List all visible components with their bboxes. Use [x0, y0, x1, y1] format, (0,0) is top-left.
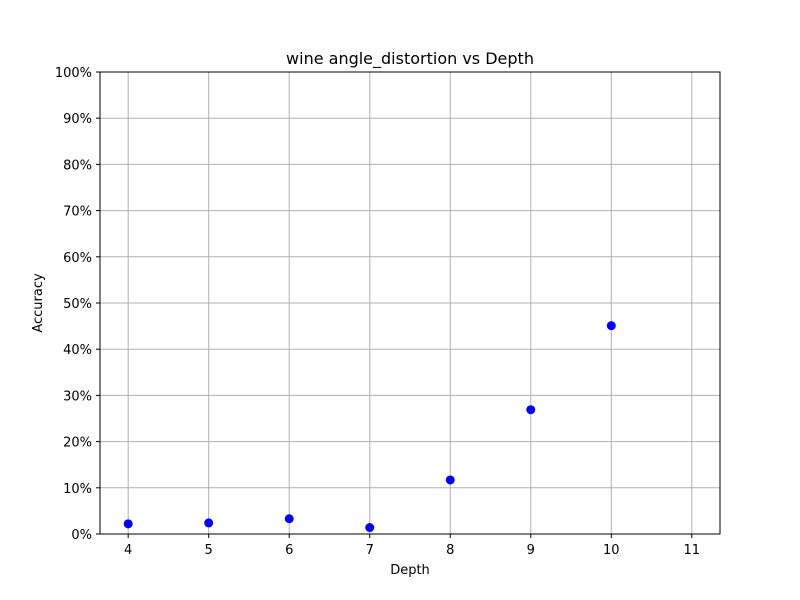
- data-point: [365, 523, 375, 533]
- data-point: [526, 405, 536, 415]
- y-tick-label: 40%: [63, 343, 92, 358]
- x-tick-label: 10: [603, 543, 620, 558]
- y-tick-label: 60%: [63, 251, 92, 266]
- y-tick-label: 30%: [63, 389, 92, 404]
- y-axis-label: Accuracy: [31, 273, 46, 333]
- y-tick-label: 80%: [63, 158, 92, 173]
- data-point: [284, 514, 294, 524]
- x-tick-label: 4: [124, 543, 132, 558]
- chart-title: wine angle_distortion vs Depth: [286, 49, 534, 69]
- data-point: [606, 321, 616, 331]
- data-point: [123, 519, 133, 529]
- y-tick-label: 100%: [55, 66, 92, 81]
- x-tick-label: 9: [527, 543, 535, 558]
- y-tick-label: 0%: [71, 528, 92, 543]
- y-tick-label: 10%: [63, 482, 92, 497]
- x-tick-label: 6: [285, 543, 293, 558]
- x-tick-label: 11: [684, 543, 701, 558]
- y-axis-ticks: 0% 10% 20% 30% 40% 50% 60% 70% 80% 90% 100%: [55, 66, 100, 543]
- x-axis-label: Depth: [390, 563, 430, 578]
- x-axis-ticks: 4 5 6 7 8 9 10 11: [124, 534, 700, 558]
- data-point: [445, 475, 455, 485]
- x-tick-label: 7: [366, 543, 374, 558]
- grid-lines: [100, 71, 720, 535]
- y-tick-label: 20%: [63, 436, 92, 451]
- y-tick-label: 70%: [63, 205, 92, 220]
- x-tick-label: 8: [446, 543, 454, 558]
- data-points: [123, 321, 616, 533]
- y-tick-label: 90%: [63, 112, 92, 127]
- y-tick-label: 50%: [63, 297, 92, 312]
- data-point: [204, 518, 214, 528]
- x-tick-label: 5: [205, 543, 213, 558]
